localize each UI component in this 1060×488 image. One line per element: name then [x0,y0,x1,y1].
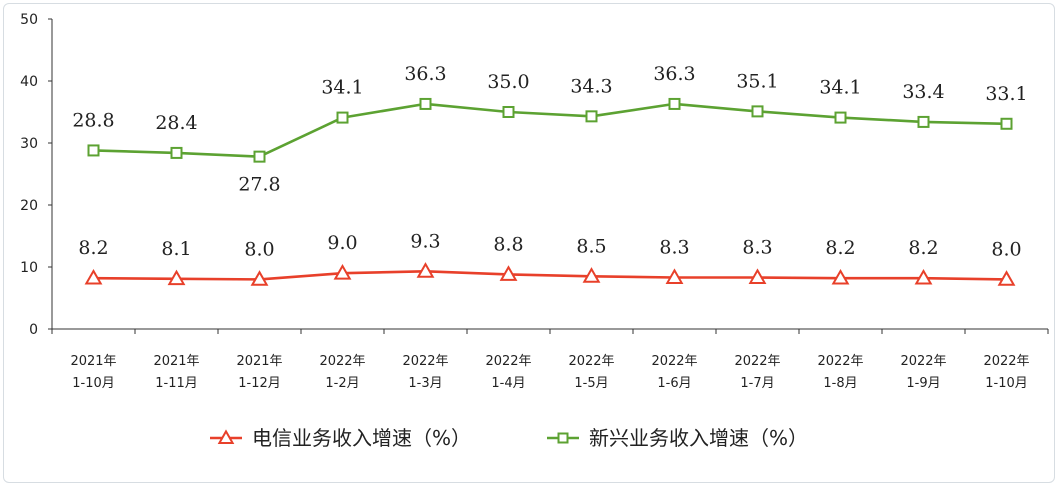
data-label: 28.4 [155,112,197,134]
data-label: 36.3 [653,63,695,85]
data-label: 8.3 [742,237,772,259]
legend-label: 新兴业务收入增速（%） [589,426,808,450]
x-tick-label: 2022年 1-3月 [402,354,448,391]
data-label: 9.3 [410,230,440,252]
data-point [499,265,518,281]
data-label: 35.0 [487,71,529,93]
data-label: 8.2 [825,237,855,259]
data-label: 33.4 [902,81,944,103]
data-point [582,267,601,283]
data-label: 33.1 [985,83,1027,105]
data-label: 34.3 [570,75,612,97]
data-point [585,110,598,123]
data-point [831,268,850,285]
data-label: 8.2 [78,237,108,259]
data-point [250,270,269,286]
data-point [84,268,103,285]
y-tick-label: 20 [20,198,38,214]
data-point [253,150,266,163]
data-point [668,97,681,110]
data-label: 8.5 [576,235,606,257]
legend-marker [217,429,235,444]
x-tick-label: 2022年 1-7月 [734,354,780,391]
data-label: 8.1 [161,238,191,260]
data-point [336,111,349,124]
data-label: 8.3 [659,237,689,259]
data-label: 8.2 [908,237,938,259]
y-tick-label: 40 [20,74,38,90]
data-point [748,268,767,284]
data-label: 34.1 [321,77,363,99]
x-tick-label: 2022年 1-9月 [900,354,946,391]
x-tick-label: 2021年 1-10月 [70,354,116,391]
y-tick-label: 30 [20,136,38,152]
legend-label: 电信业务收入增速（%） [252,426,471,450]
data-label: 9.0 [327,232,357,254]
data-point [419,97,432,110]
data-point [834,111,847,124]
legend-marker [557,432,569,444]
data-point [665,268,684,284]
data-label: 27.8 [238,174,280,196]
chart-frame [3,3,1055,483]
data-point [416,262,435,278]
data-point [333,263,352,280]
data-point [167,269,186,286]
data-label: 8.0 [244,238,274,260]
data-label: 8.0 [991,238,1021,260]
data-point [917,115,930,128]
x-tick-label: 2022年 1-2月 [319,354,365,391]
data-label: 36.3 [404,63,446,85]
data-point [87,144,100,157]
x-tick-label: 2022年 1-8月 [817,354,863,391]
x-tick-label: 2022年 1-6月 [651,354,697,391]
data-point [170,146,183,159]
x-tick-label: 2022年 1-10月 [983,354,1029,391]
y-tick-label: 0 [29,322,38,338]
data-label: 8.8 [493,233,523,255]
data-label: 35.1 [736,70,778,92]
data-point [914,268,933,285]
x-tick-label: 2021年 1-11月 [153,354,199,391]
data-point [751,105,764,118]
y-tick-label: 10 [20,260,38,276]
data-label: 34.1 [819,77,861,99]
y-tick-label: 50 [20,12,38,28]
x-tick-label: 2022年 1-4月 [485,354,531,391]
data-point [502,106,515,118]
data-point [997,270,1016,286]
data-label: 28.8 [72,109,114,131]
series-line [93,102,1007,158]
data-point [1000,117,1013,130]
x-tick-label: 2022年 1-5月 [568,354,614,391]
x-tick-label: 2021年 1-12月 [236,354,282,391]
series-line [93,270,1007,281]
